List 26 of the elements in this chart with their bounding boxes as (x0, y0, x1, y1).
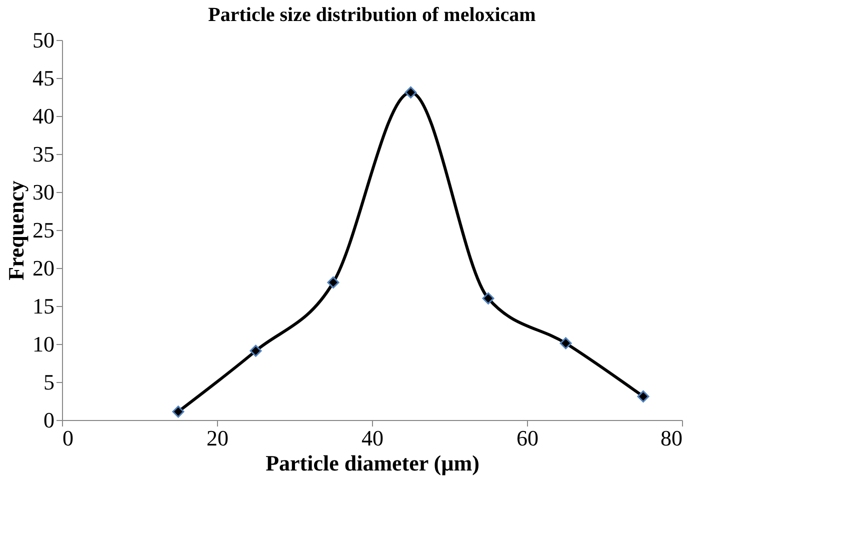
y-tick-label: 20 (32, 256, 54, 280)
y-tick-label: 35 (32, 142, 54, 166)
x-tick-label: 60 (516, 426, 538, 450)
y-tick-label: 10 (32, 332, 54, 356)
y-tick-label: 5 (44, 370, 54, 394)
point (172, 406, 184, 418)
y-tick-label: 40 (32, 104, 54, 128)
x-tick-label: 40 (362, 426, 384, 450)
x-tick-label: 20 (206, 426, 228, 450)
x-axis-title: Particle diameter (µm) (266, 450, 480, 476)
point (404, 86, 417, 98)
point (250, 344, 262, 357)
y-tick-label: 0 (44, 408, 54, 432)
chart-title: Particle size distribution of meloxicam (208, 4, 536, 26)
x-tick-label: 80 (660, 426, 682, 450)
point (637, 390, 650, 402)
y-tick-label: 15 (32, 294, 54, 318)
point (482, 292, 494, 304)
x-tick-label: 0 (62, 426, 74, 450)
y-tick-label: 25 (32, 218, 54, 242)
point (560, 337, 572, 350)
y-tick-label: 45 (32, 66, 54, 90)
y-axis-title: Frequency (4, 180, 28, 280)
point (327, 276, 340, 288)
y-tick-label: 50 (32, 28, 54, 52)
y-tick-label: 30 (32, 180, 54, 204)
